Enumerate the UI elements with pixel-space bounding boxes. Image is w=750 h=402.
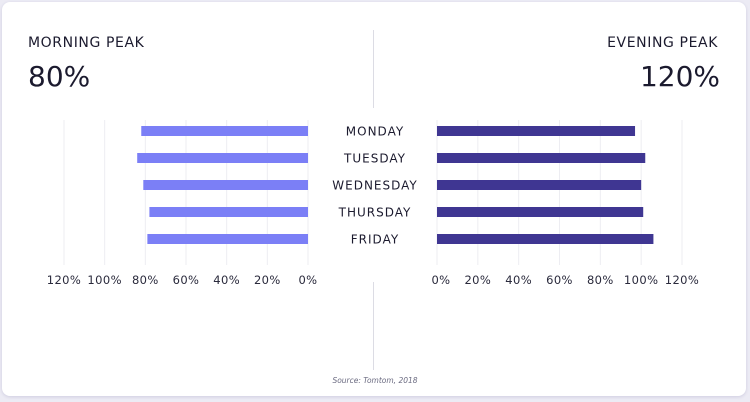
x-tick-label: 40% (213, 273, 240, 287)
day-label: THURSDAY (338, 206, 412, 220)
x-tick-label: 20% (254, 273, 281, 287)
x-tick-label: 100% (87, 273, 121, 287)
x-tick-label: 60% (173, 273, 200, 287)
day-label: WEDNESDAY (332, 179, 418, 193)
evening-bar (437, 234, 654, 244)
evening-bar (437, 153, 646, 163)
evening-peak-value: 120% (639, 60, 720, 93)
day-label: MONDAY (346, 125, 404, 139)
x-tick-label: 20% (464, 273, 491, 287)
evening-peak-title: EVENING PEAK (607, 35, 718, 51)
chart-card (2, 2, 746, 396)
morning-peak-title: MORNING PEAK (28, 35, 145, 51)
morning-bar (137, 153, 308, 163)
x-tick-label: 80% (132, 273, 159, 287)
x-tick-label: 120% (665, 273, 699, 287)
evening-bar (437, 207, 644, 217)
x-tick-label: 100% (624, 273, 658, 287)
source-note: Source: Tomtom, 2018 (332, 376, 418, 385)
evening-bar (437, 126, 636, 136)
evening-bar (437, 180, 642, 190)
x-tick-label: 80% (587, 273, 614, 287)
morning-bar (141, 126, 308, 136)
bottom-divider (373, 282, 374, 370)
morning-bar (143, 180, 308, 190)
day-label: TUESDAY (343, 152, 406, 166)
x-tick-label: 40% (505, 273, 532, 287)
x-tick-label: 120% (47, 273, 81, 287)
morning-bar (149, 207, 308, 217)
x-tick-label: 0% (431, 273, 450, 287)
top-divider (373, 30, 374, 108)
day-label: FRIDAY (351, 233, 399, 247)
x-tick-label: 60% (546, 273, 573, 287)
x-tick-label: 0% (298, 273, 317, 287)
morning-peak-value: 80% (28, 60, 91, 93)
morning-bar (147, 234, 308, 244)
